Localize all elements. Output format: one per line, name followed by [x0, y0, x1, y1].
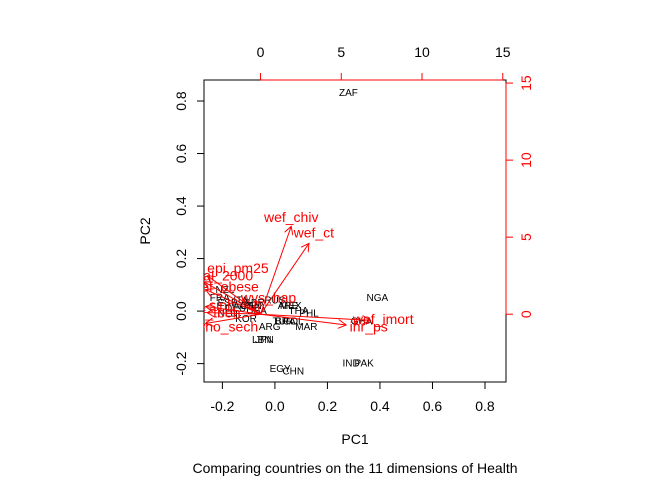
loading-arrow: [206, 313, 261, 323]
right-tick-label: 0: [518, 310, 534, 318]
loading-label: wef_tbeh: [183, 305, 241, 321]
top-tick-label: 5: [337, 44, 345, 60]
y-tick-label: -0.2: [173, 351, 189, 375]
country-label: IND: [342, 359, 359, 370]
y-tick-label: 0.2: [173, 249, 189, 269]
loading-arrow: [260, 243, 309, 315]
country-label: PAK: [355, 359, 375, 370]
x-tick-label: 0.4: [370, 398, 390, 414]
y-tick-label: 0.0: [173, 301, 189, 321]
loading-arrow: [204, 282, 261, 315]
x-tick-label: 0.2: [318, 398, 338, 414]
country-label: NGA: [366, 293, 388, 304]
country-label: CAN: [241, 301, 262, 312]
loading-label: wef_chiv: [263, 209, 318, 225]
country-label: EGY: [270, 364, 291, 375]
country-label: NZL: [216, 285, 235, 296]
loading-label: epi_pm25: [207, 260, 269, 276]
country-label: FRA: [210, 293, 230, 304]
loading-label: wef_obese: [190, 278, 259, 294]
loading-arrow: [207, 276, 261, 315]
loading-arrow: [207, 313, 261, 315]
y-tick-label: 0.8: [173, 91, 189, 111]
country-label: PHL: [299, 309, 319, 320]
country-label: ESP: [218, 298, 238, 309]
country-label: ZAF: [339, 88, 358, 99]
chart-subtitle: Comparing countries on the 11 dimensions…: [192, 460, 517, 476]
loading-arrow: [260, 313, 347, 325]
country-label: ARE: [278, 301, 299, 312]
country-label: DEU: [225, 303, 246, 314]
country-label: COL: [283, 317, 304, 328]
loading-arrow: [206, 307, 261, 315]
country-label: NLD: [218, 309, 238, 320]
top-tick-label: 10: [414, 44, 430, 60]
country-label: ITA: [233, 296, 248, 307]
axes-layer: -0.2 0.0 0.2 0.4 0.6 0.8 -0.2 0.0 0.2 0.4 0.6 0.8 0 5…: [173, 44, 534, 414]
x-tick-label: -0.2: [210, 398, 234, 414]
y-axis-title: PC2: [137, 217, 153, 244]
loading-label: wef_ct: [293, 225, 335, 241]
country-label: MEX: [280, 301, 302, 312]
right-tick-label: 10: [518, 152, 534, 168]
loading-label: ihr_ps: [350, 319, 388, 335]
country-label: JPN: [255, 335, 274, 346]
country-label: BRA: [275, 317, 296, 328]
loading-arrow: [260, 226, 292, 315]
country-label: ARG: [259, 322, 281, 333]
country-label: GHA: [351, 317, 373, 328]
y-tick-label: 0.6: [173, 144, 189, 164]
loading-arrow: [260, 313, 371, 320]
top-tick-label: 0: [257, 44, 265, 60]
country-label: KOR: [235, 314, 257, 325]
country-label: RUS: [264, 296, 285, 307]
country-label: TUR: [273, 317, 294, 328]
y-tick-label: 0.4: [173, 196, 189, 216]
right-tick-label: 15: [518, 75, 534, 91]
country-label: LBN: [252, 335, 271, 346]
top-tick-label: 15: [495, 44, 511, 60]
loading-arrow: [256, 300, 261, 315]
loading-label: wef_imort: [352, 311, 414, 327]
loading-label: al_2000: [203, 268, 253, 284]
loading-label: wvs_hap: [240, 289, 296, 305]
x-tick-label: 0.6: [423, 398, 443, 414]
loading-arrow: [206, 290, 261, 315]
loading-label: who_sech: [194, 319, 258, 335]
country-label: THA: [289, 306, 309, 317]
country-label: MAR: [295, 322, 317, 333]
plot-frame: [203, 79, 507, 383]
x-tick-label: 0.0: [265, 398, 285, 414]
loading-label: wef_sinh: [179, 297, 235, 313]
right-tick-label: 5: [518, 233, 534, 241]
country-label: CHN: [282, 366, 304, 377]
x-tick-label: 0.8: [475, 398, 495, 414]
x-axis-title: PC1: [341, 431, 368, 447]
